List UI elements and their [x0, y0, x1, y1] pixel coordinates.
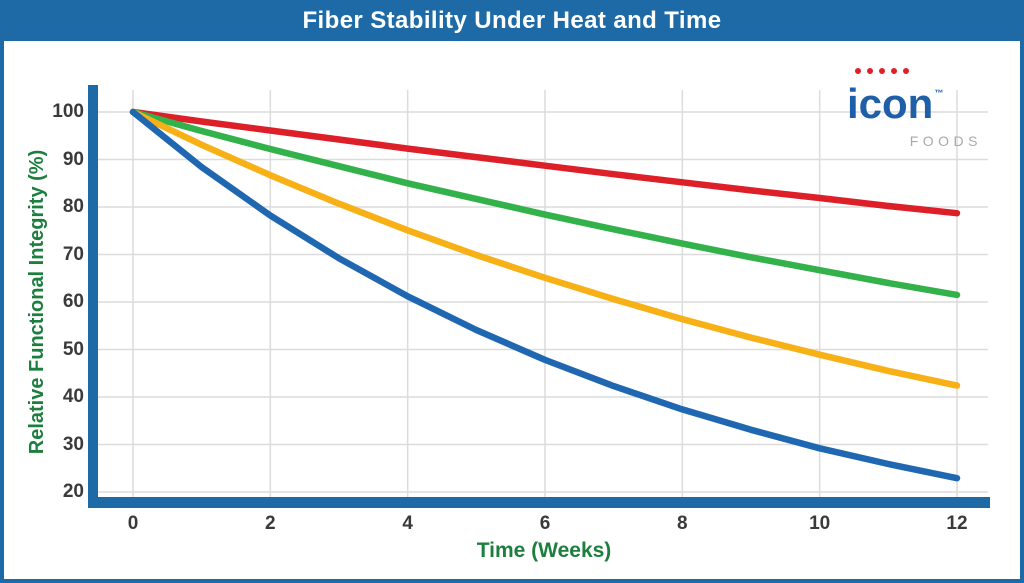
chart-title: Fiber Stability Under Heat and Time [302, 6, 722, 34]
logo-brand-text: icon [847, 80, 934, 127]
y-axis-bar [88, 85, 98, 508]
logo-dot [879, 68, 885, 74]
y-tick-label: 60 [62, 291, 84, 312]
series-line-blue [129, 108, 961, 482]
icon-foods-logo: icon™ FOODS [847, 68, 983, 149]
series-line-yellow [129, 108, 961, 389]
y-tick-label: 90 [62, 148, 84, 170]
x-axis-bar [88, 497, 990, 508]
y-tick-label: 70 [62, 243, 84, 265]
y-tick-label: 50 [62, 338, 84, 360]
y-tick-label: 100 [52, 101, 84, 122]
y-tick-label: 40 [62, 386, 84, 407]
x-tick-label: 6 [539, 513, 551, 534]
logo-dot [903, 68, 909, 74]
x-tick-label: 2 [265, 513, 276, 534]
x-tick-label: 8 [677, 513, 688, 534]
y-tick-label: 20 [62, 481, 84, 502]
x-tick-label: 10 [809, 513, 831, 534]
x-axis-title: Time (Weeks) [476, 539, 612, 562]
title-banner: Fiber Stability Under Heat and Time [0, 0, 1024, 41]
trademark-symbol: ™ [934, 88, 944, 98]
y-tick-label: 30 [62, 433, 84, 455]
y-tick-label: 80 [62, 196, 84, 217]
logo-dot [855, 68, 861, 74]
logo-dots [855, 68, 983, 74]
logo-wordmark: icon™ [847, 77, 983, 130]
series-line-red [129, 108, 961, 217]
logo-subtext: FOODS [909, 133, 982, 149]
logo-dot [891, 68, 897, 74]
x-tick-label: 12 [946, 513, 968, 534]
series-line-green [129, 108, 961, 299]
logo-dot [867, 68, 873, 74]
x-tick-label: 4 [402, 513, 413, 534]
x-tick-label: 0 [127, 513, 139, 534]
